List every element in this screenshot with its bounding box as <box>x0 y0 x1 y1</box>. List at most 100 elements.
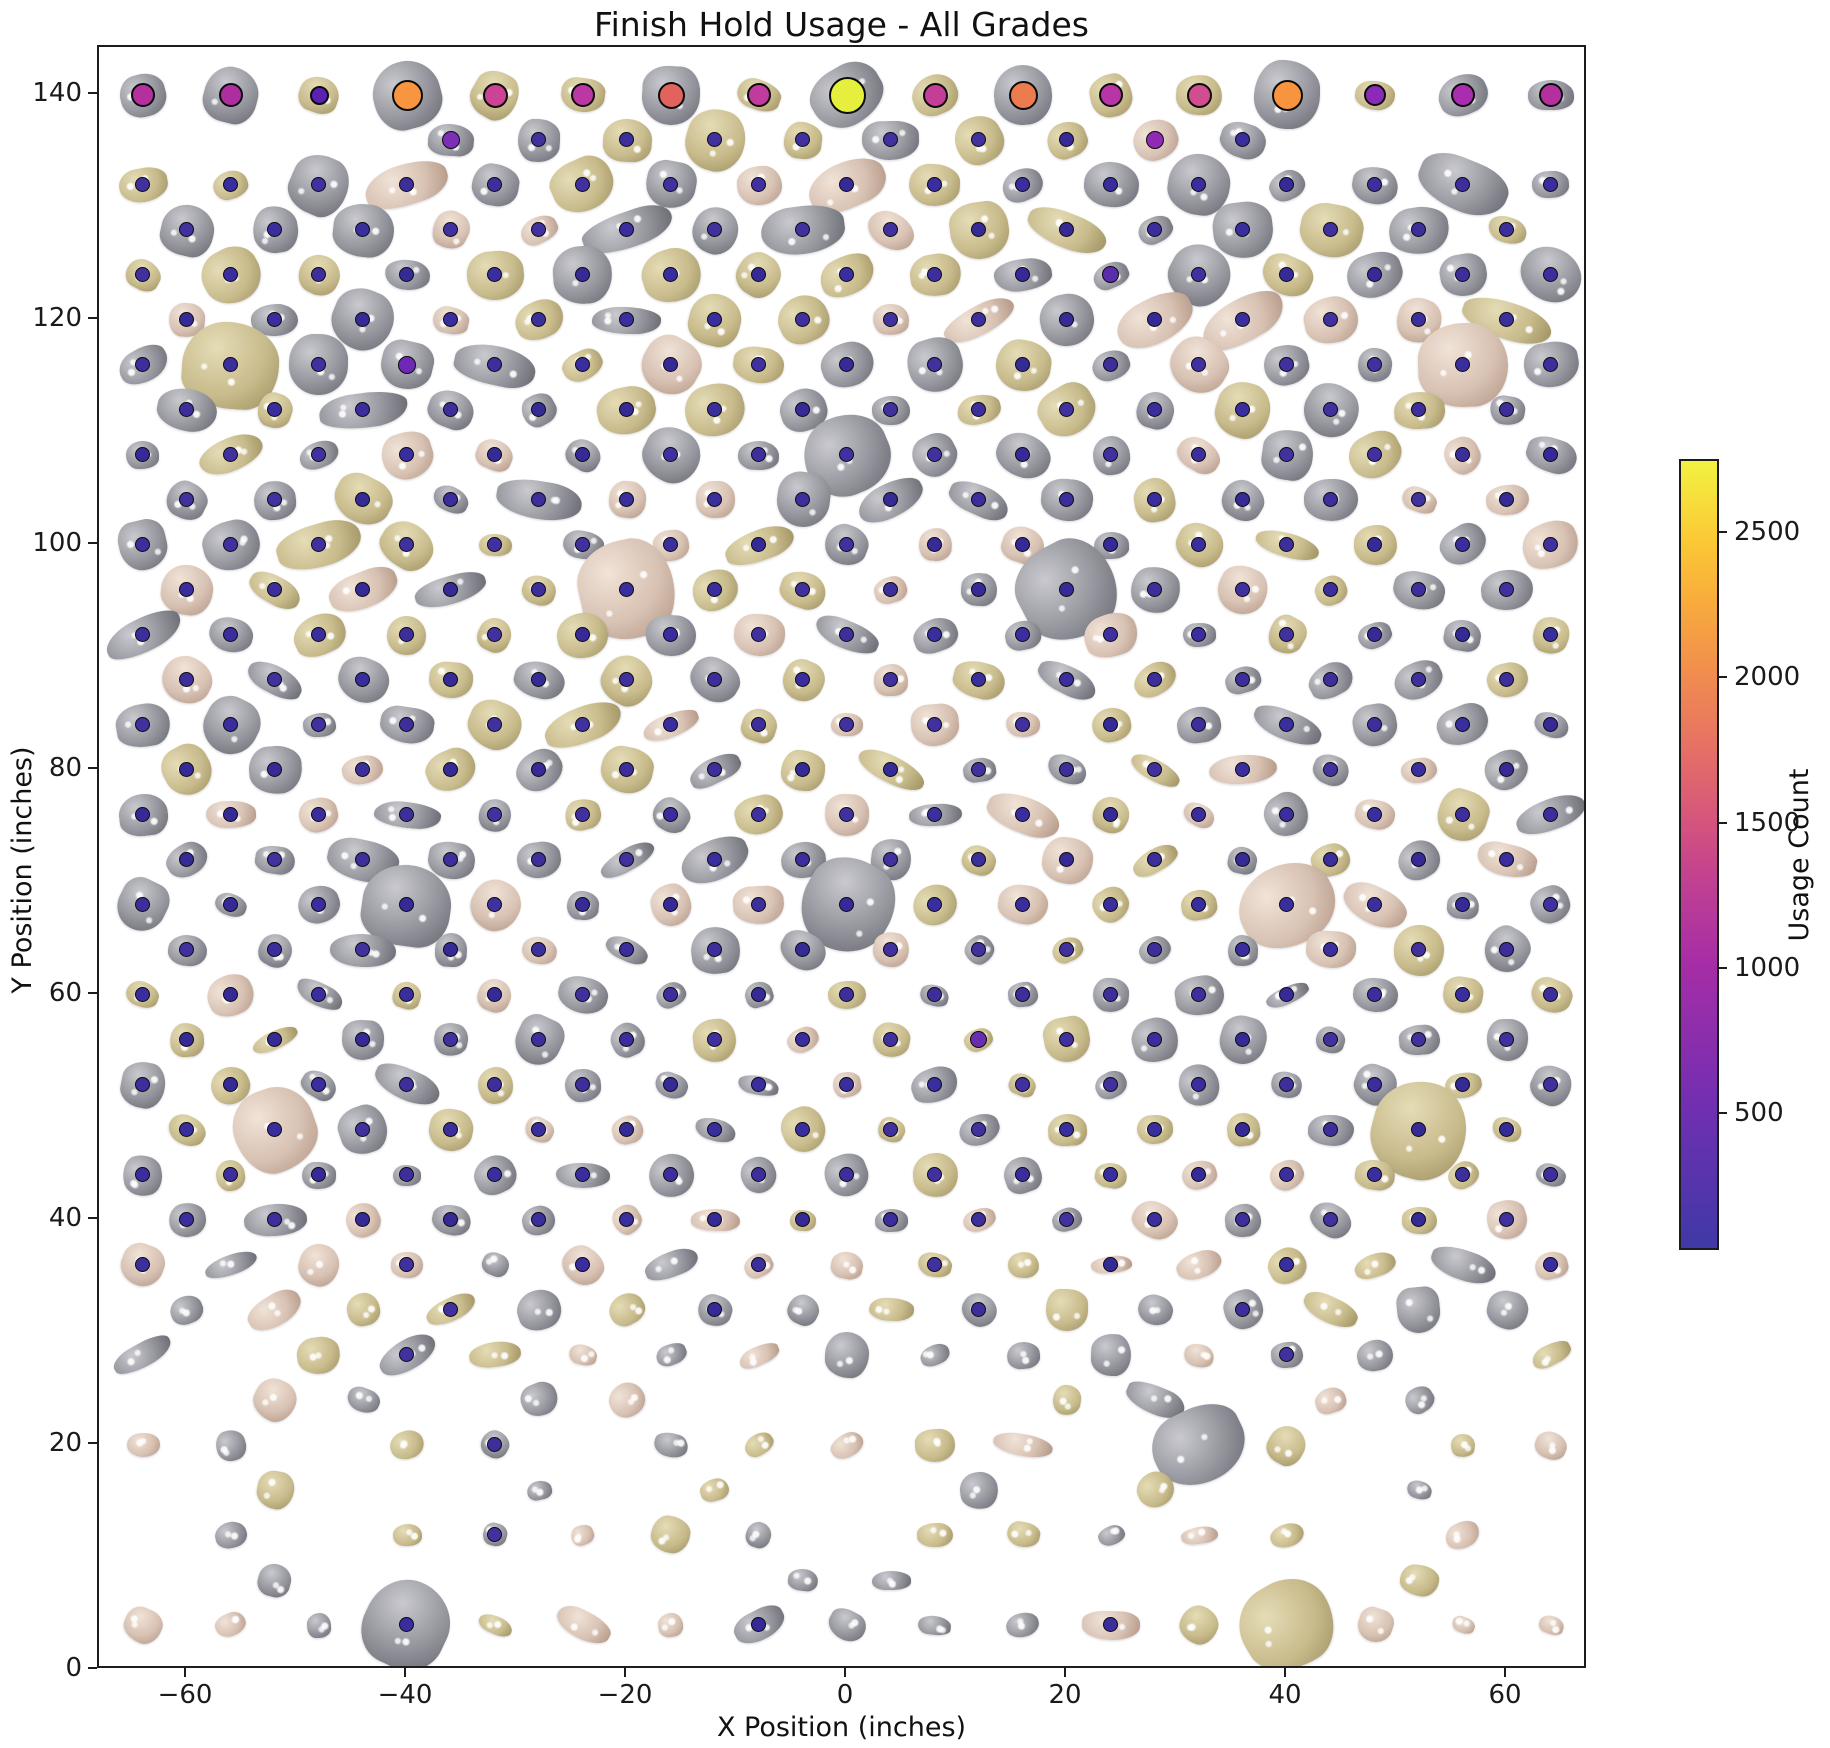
usage-dot <box>927 537 942 552</box>
usage-dot <box>575 447 590 462</box>
usage-dot <box>927 267 942 282</box>
usage-dot <box>1499 582 1514 597</box>
usage-dot <box>707 132 722 147</box>
usage-dot <box>487 1077 502 1092</box>
usage-dot <box>839 897 854 912</box>
usage-dot <box>399 1257 414 1272</box>
usage-dot <box>355 582 370 597</box>
usage-dot <box>399 1167 414 1182</box>
colorbar-tick-label: 2000 <box>1734 662 1801 692</box>
usage-dot <box>1499 312 1514 327</box>
usage-dot <box>135 987 150 1002</box>
usage-dot <box>927 717 942 732</box>
usage-dot <box>1411 492 1426 507</box>
usage-dot <box>1279 1347 1294 1362</box>
usage-dot <box>223 537 238 552</box>
x-tick-label: 0 <box>836 1680 854 1710</box>
usage-dot <box>1499 942 1514 957</box>
usage-dot <box>795 942 810 957</box>
usage-dot <box>179 1212 194 1227</box>
usage-dot <box>267 582 282 597</box>
usage-dot <box>443 222 458 237</box>
usage-dot <box>223 357 238 372</box>
usage-dot <box>1543 447 1558 462</box>
usage-dot <box>971 852 986 867</box>
usage-dot <box>1323 222 1338 237</box>
usage-dot <box>355 1122 370 1137</box>
usage-dot <box>1103 627 1118 642</box>
usage-dot <box>1367 537 1382 552</box>
usage-dot <box>1059 1032 1074 1047</box>
usage-dot <box>1103 897 1118 912</box>
usage-dot <box>751 717 766 732</box>
y-tick-mark <box>88 317 97 319</box>
usage-dot <box>179 312 194 327</box>
colorbar-tick-mark <box>1719 676 1727 678</box>
usage-dot <box>971 492 986 507</box>
usage-dot <box>1015 807 1030 822</box>
usage-dot <box>707 222 722 237</box>
usage-dot <box>795 492 810 507</box>
usage-dot <box>311 537 326 552</box>
usage-dot <box>663 1077 678 1092</box>
usage-dot <box>1103 1257 1118 1272</box>
usage-dot <box>839 807 854 822</box>
usage-dot <box>927 1167 942 1182</box>
x-tick-mark <box>844 1668 846 1677</box>
usage-dot <box>1103 537 1118 552</box>
usage-dot <box>1015 1077 1030 1092</box>
usage-dot <box>1103 987 1118 1002</box>
usage-dot <box>1451 83 1475 107</box>
usage-dot <box>311 717 326 732</box>
usage-dot <box>1539 83 1563 107</box>
usage-dot <box>135 1077 150 1092</box>
usage-dot <box>1323 402 1338 417</box>
usage-dot <box>1499 1032 1514 1047</box>
usage-dot <box>1191 807 1206 822</box>
usage-dot <box>355 492 370 507</box>
usage-dot <box>795 762 810 777</box>
y-tick-mark <box>88 1217 97 1219</box>
usage-dot <box>443 402 458 417</box>
usage-dot <box>1323 672 1338 687</box>
usage-dot <box>971 312 986 327</box>
usage-dot <box>1103 807 1118 822</box>
usage-dot <box>223 447 238 462</box>
usage-dot <box>1499 672 1514 687</box>
usage-dot <box>619 402 634 417</box>
usage-dot <box>1543 537 1558 552</box>
usage-dot <box>267 1032 282 1047</box>
usage-dot <box>927 447 942 462</box>
usage-dot <box>1499 852 1514 867</box>
usage-dot <box>828 76 866 114</box>
usage-dot <box>1103 1617 1118 1632</box>
usage-dot <box>135 267 150 282</box>
x-tick-mark <box>404 1668 406 1677</box>
usage-dot <box>1543 267 1558 282</box>
usage-dot <box>795 672 810 687</box>
y-tick-mark <box>88 1442 97 1444</box>
usage-dot <box>1499 1212 1514 1227</box>
usage-dot <box>927 357 942 372</box>
usage-dot <box>487 357 502 372</box>
usage-dot <box>1543 357 1558 372</box>
usage-dot <box>1235 942 1250 957</box>
usage-dot <box>1323 852 1338 867</box>
usage-dot <box>1235 762 1250 777</box>
usage-dot <box>619 762 634 777</box>
usage-dot <box>135 897 150 912</box>
colorbar-tick-mark <box>1719 1112 1727 1114</box>
usage-dot <box>1499 762 1514 777</box>
usage-dot <box>179 222 194 237</box>
usage-dot <box>1191 897 1206 912</box>
usage-dot <box>482 82 508 108</box>
usage-dot <box>663 357 678 372</box>
usage-dot <box>531 492 546 507</box>
usage-dot <box>267 1212 282 1227</box>
usage-dot <box>1147 1032 1162 1047</box>
usage-dot <box>1499 402 1514 417</box>
usage-dot <box>1411 852 1426 867</box>
usage-dot <box>1411 1032 1426 1047</box>
usage-dot <box>1103 357 1118 372</box>
